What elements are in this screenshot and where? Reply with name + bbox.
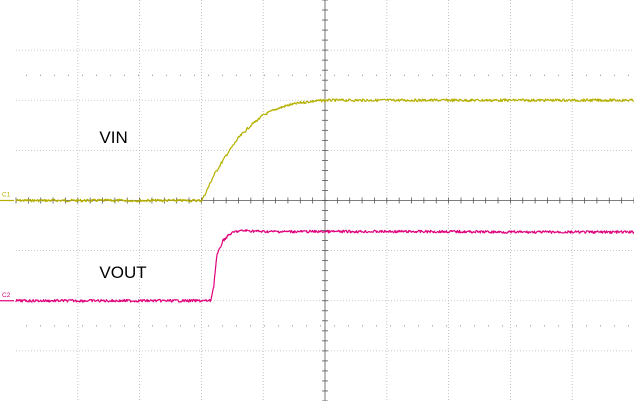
labels: C1 C2 VIN VOUT xyxy=(0,128,147,302)
label-vin: VIN xyxy=(99,128,127,147)
trace-vout xyxy=(15,229,634,303)
channel-marker-c2: C2 xyxy=(2,292,11,299)
graticule xyxy=(15,0,634,401)
channel-marker-c1: C1 xyxy=(2,192,11,199)
trace-vin xyxy=(15,98,634,203)
traces xyxy=(15,98,634,303)
label-vout: VOUT xyxy=(99,263,146,282)
